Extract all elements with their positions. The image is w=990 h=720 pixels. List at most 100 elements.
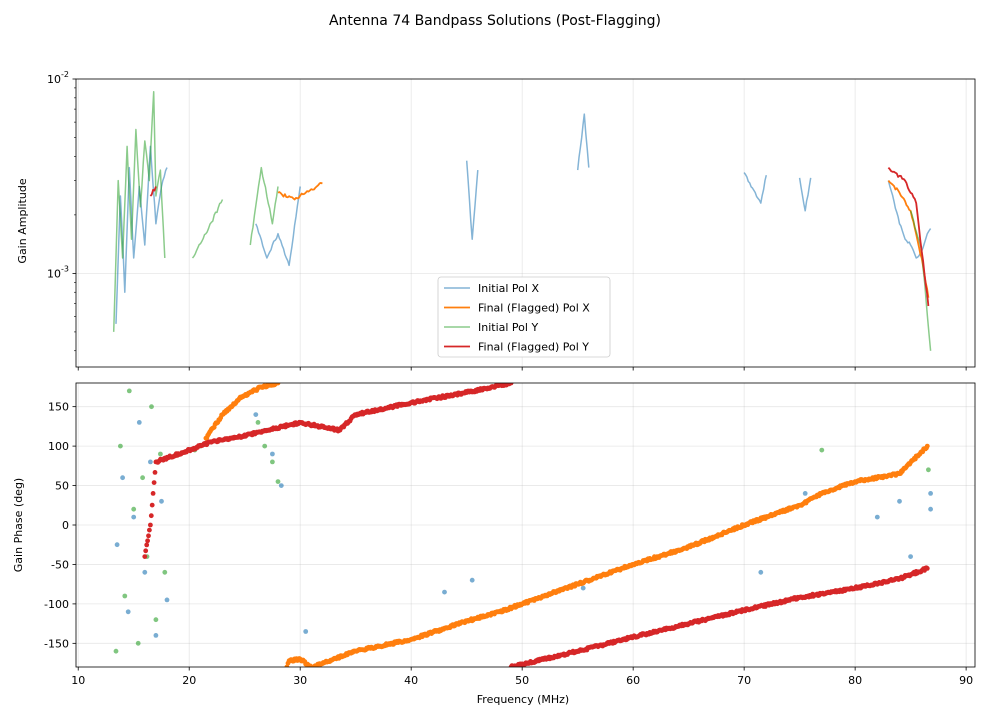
y-tick-label: 0 — [62, 519, 69, 532]
data-point — [148, 522, 153, 528]
data-point — [270, 459, 275, 465]
data-point — [150, 491, 156, 496]
legend: Initial Pol X Final (Flagged) Pol X Initia… — [437, 276, 611, 358]
data-point — [928, 506, 933, 512]
data-point — [153, 633, 159, 638]
data-point — [143, 548, 149, 554]
amplitude-ylabel: Gain Amplitude — [16, 178, 29, 263]
data-point — [897, 498, 902, 504]
data-point — [152, 470, 158, 475]
data-point — [114, 542, 120, 548]
legend-label: Initial Pol Y — [478, 321, 538, 334]
data-point — [149, 404, 154, 410]
data-point — [508, 383, 514, 386]
data-point — [158, 451, 163, 457]
data-point — [802, 491, 808, 496]
y-tick-label: -100 — [44, 598, 69, 611]
phase-panel: Gain Phase (deg) 10 20 30 40 50 60 70 80 90-150-… — [12, 382, 976, 687]
data-point — [153, 617, 159, 623]
legend-label: Final (Flagged) Pol X — [478, 302, 590, 315]
data-point — [140, 475, 146, 481]
data-point — [924, 566, 930, 571]
data-point — [253, 412, 259, 417]
x-tick-label: 30 — [293, 674, 307, 687]
data-point — [159, 498, 164, 504]
data-point — [142, 554, 148, 559]
data-point — [924, 443, 930, 449]
amplitude-plot-area — [112, 90, 932, 351]
data-point — [275, 383, 281, 386]
y-tick-label: 10-2 — [47, 70, 69, 86]
y-tick-label: -150 — [44, 637, 69, 650]
amplitude-y-ticks: 10-3 10-2 — [47, 70, 76, 352]
data-point — [926, 467, 931, 473]
data-point — [131, 514, 137, 520]
x-tick-label: 10 — [71, 674, 85, 687]
data-point — [148, 513, 154, 519]
data-point — [275, 479, 281, 484]
y-tick-label: -50 — [51, 558, 69, 571]
data-point — [758, 569, 764, 575]
data-point — [125, 609, 131, 615]
data-point — [164, 597, 170, 603]
data-point — [118, 443, 123, 449]
legend-label: Final (Flagged) Pol Y — [478, 341, 589, 354]
data-point — [908, 554, 913, 559]
amplitude-panel: Gain Amplitude 10-3 10-2 Initial Pol X Fina… — [16, 70, 976, 371]
data-point — [147, 527, 152, 533]
data-point — [442, 589, 447, 595]
data-point — [120, 475, 125, 481]
data-point — [278, 483, 284, 488]
data-point — [136, 420, 142, 425]
x-tick-label: 80 — [848, 674, 862, 687]
y-tick-label: 100 — [48, 440, 69, 453]
phase-grid — [76, 383, 975, 667]
data-point — [255, 420, 261, 425]
data-point — [928, 491, 933, 496]
amplitude-series-initial-pol-y — [112, 90, 932, 351]
data-point — [303, 629, 309, 634]
y-tick-label: 10-3 — [47, 264, 69, 280]
amplitude-x-ticks — [77, 367, 967, 371]
x-tick-label: 50 — [515, 674, 529, 687]
amplitude-frame — [75, 78, 976, 368]
data-point — [146, 533, 151, 539]
amplitude-series-initial-pol-x — [115, 113, 932, 324]
amplitude-series-final-flagged-pol-y — [149, 167, 930, 307]
x-tick-label: 90 — [959, 674, 973, 687]
data-point — [142, 569, 148, 575]
data-point — [145, 538, 151, 544]
phase-plot-area — [113, 383, 933, 667]
phase-series-final-flagged-pol-y — [142, 383, 930, 667]
legend-label: Initial Pol X — [478, 282, 539, 295]
data-point — [151, 480, 157, 485]
data-point — [262, 443, 268, 449]
y-tick-label: 50 — [55, 480, 69, 493]
data-point — [148, 459, 153, 465]
x-tick-label: 40 — [404, 674, 418, 687]
phase-y-ticks: -150 -100 -50 0 50 100 150 — [44, 401, 76, 650]
x-tick-label: 60 — [626, 674, 640, 687]
data-point — [469, 577, 475, 583]
data-point — [874, 514, 880, 520]
x-axis-label: Frequency (MHz) — [477, 693, 569, 706]
x-tick-label: 20 — [182, 674, 196, 687]
legend-box — [437, 276, 611, 358]
data-point — [113, 648, 119, 654]
data-point — [162, 569, 168, 575]
y-tick-label: 150 — [48, 401, 69, 414]
phase-x-ticks: 10 20 30 40 50 60 70 80 90 — [71, 667, 973, 687]
data-point — [135, 640, 141, 646]
x-tick-label: 70 — [737, 674, 751, 687]
phase-series-final-flagged-pol-x — [203, 383, 930, 667]
data-point — [819, 447, 825, 453]
data-point — [144, 542, 150, 548]
phase-ylabel: Gain Phase (deg) — [12, 478, 25, 572]
data-point — [270, 451, 275, 457]
data-point — [131, 506, 137, 512]
figure-title: Antenna 74 Bandpass Solutions (Post-Flag… — [329, 13, 661, 29]
data-point — [122, 593, 128, 599]
data-point — [580, 585, 586, 591]
data-point — [149, 502, 155, 508]
